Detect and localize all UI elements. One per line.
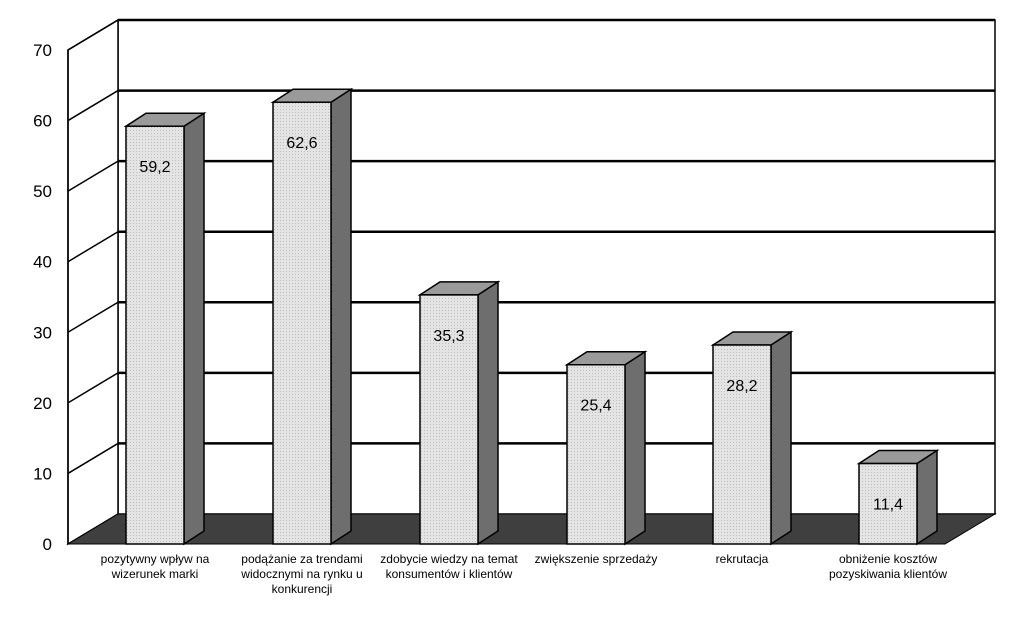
x-category-label: pozytywny wpływ na wizerunek marki [100,552,210,581]
gridline-side [67,372,119,404]
x-category-label: zwiększenie sprzedaży [534,552,658,566]
bar-side [183,111,205,546]
floor [66,513,997,545]
value-label: 25,4 [580,398,611,415]
gridline-side [67,231,119,263]
bar [125,125,185,545]
value-label: 11,4 [873,497,903,514]
bar [419,294,479,545]
y-tick-label: 20 [33,394,52,413]
y-tick-label: 40 [33,253,52,272]
y-tick-label: 60 [33,112,52,131]
y-tick-label: 70 [33,41,52,60]
bar-side [770,330,792,546]
bar-side [916,449,938,546]
y-tick-label: 30 [33,323,52,342]
bar-side [477,280,499,546]
bar [858,462,918,545]
gridlines [67,18,995,475]
bar [272,101,332,545]
x-category-label: podążanie za trendami widocznymi na rynk… [241,552,363,596]
bar [566,363,626,545]
x-category-label: obniżenie kosztów pozyskiwania klientów [828,552,948,581]
side-wall [67,18,119,546]
y-tick-label: 0 [43,535,52,554]
bar-side [624,350,646,546]
bar-side [330,87,352,546]
chart-frame [67,18,996,546]
gridline-side [67,89,119,122]
value-label: 59,2 [139,159,170,176]
value-label: 62,6 [286,135,317,152]
chart-floor [66,513,997,545]
gridline-side [67,160,119,192]
y-tick-labels: 0 10 20 30 40 50 60 70 [33,41,52,554]
value-label: 35,3 [433,328,464,345]
y-tick-label: 10 [33,464,52,483]
value-labels: 59,2 62,6 35,3 25,4 28,2 11,4 [139,135,903,513]
value-label: 28,2 [726,378,757,395]
bar [712,344,772,545]
y-tick-label: 50 [33,182,52,201]
back-wall [117,19,996,515]
gridline-side [67,19,119,51]
gridline-side [67,442,119,475]
x-category-label: rekrutacja [715,552,769,566]
gridline-side [67,301,119,333]
x-category-label: zdobycie wiedzy na temat konsumentów i k… [380,552,518,581]
bars [123,87,940,546]
